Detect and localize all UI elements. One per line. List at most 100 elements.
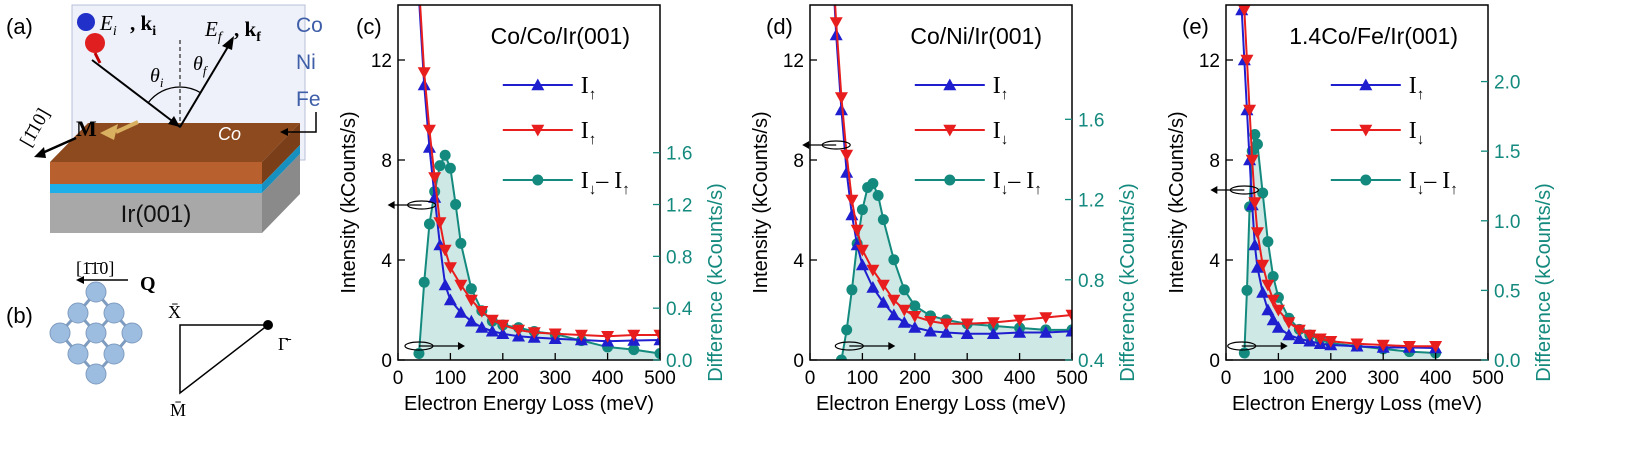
q-arrowhead [76,276,84,284]
x-axis-label: Electron Energy Loss (meV) [1232,393,1482,415]
fe-pointer-arrowhead [280,128,288,136]
data-point [1350,338,1364,351]
film-side-face [262,123,300,184]
x-tick-label: 400 [592,368,624,389]
legend-label: I↓– I↑ [1409,168,1458,198]
data-point [866,264,880,277]
data-point [464,294,478,307]
data-point [1245,154,1259,167]
data-point [1262,236,1274,248]
scattering-plane [71,4,306,161]
x-tick-label: 400 [1004,368,1036,389]
x-tick-label: 200 [487,368,519,389]
substrate-label: Ir(001) [121,201,192,228]
data-point [455,237,467,249]
data-point [450,199,462,211]
data-point [1271,321,1285,333]
incident-beam [91,59,181,128]
series-line [1243,5,1436,348]
data-point [1261,279,1275,292]
legend-label: I↓– I↑ [581,168,630,198]
x-tick-label: 300 [539,368,571,389]
magnetization-arrowhead [100,124,118,140]
direction-label-a: [1̄10] [16,105,54,151]
y2-tick-label: 0.0 [1494,351,1520,372]
plot-frame [397,4,661,361]
y-tick-label: 4 [381,251,392,272]
right-axis-indicator-arrowhead [1280,342,1288,350]
y2-tick-label: 1.2 [666,196,692,217]
series-i-down [1237,5,1443,353]
y-tick-label: 12 [783,51,804,72]
data-point [653,329,660,342]
left-axis-indicator-arrowhead [802,141,810,149]
data-point [829,17,843,29]
data-point [986,327,1000,339]
data-point [475,306,489,318]
right-axis-indicator-arrowhead [888,342,896,350]
data-point [1267,270,1279,282]
panel-label: (c) [356,14,382,39]
data-point [1324,336,1338,348]
co-film-layer [50,162,262,184]
theta-i-label: θi [150,65,164,90]
data-point [898,284,910,296]
y-tick-label: 8 [1209,151,1220,172]
data-point [653,333,660,346]
spin-down-tail [93,52,102,64]
data-point [464,314,478,327]
q-label: Q [140,273,156,295]
data-point [465,283,477,295]
data-point [939,326,953,338]
legend-label: I↓ [1409,118,1425,148]
data-point [1266,294,1280,307]
data-point [1303,329,1317,342]
data-point [834,103,848,116]
x-tick-label: 400 [1420,368,1452,389]
data-point [417,78,431,91]
y2-axis-label: Difference (kCounts/s) [1533,183,1555,382]
legend-label: I↑ [581,118,597,148]
bz-m-label: M̄ [170,400,186,420]
direction-arrow [39,136,77,156]
ki-label: , ki [130,11,156,39]
x-tick-label: 100 [847,368,879,389]
data-point [909,300,921,312]
data-point [1360,174,1372,186]
data-point [1266,313,1280,326]
surface-label: Co [218,124,241,144]
y2-tick-label: 1.0 [1494,212,1520,233]
data-point [423,218,435,230]
x-axis-label: Electron Energy Loss (meV) [816,393,1066,415]
data-point [944,174,956,186]
data-point [485,324,499,337]
atom-lattice [49,281,143,385]
data-point [574,329,588,342]
data-point [1243,104,1257,117]
series-i-up [829,5,1072,339]
y-tick-label: 0 [1209,351,1220,372]
data-point [850,224,864,237]
chart-title: 1.4Co/Fe/Ir(001) [1289,23,1458,49]
magnetization-label: M [76,116,97,141]
plot-area [829,5,1072,360]
substrate-side [262,154,300,233]
series-difference [1238,128,1442,360]
data-point [454,279,468,292]
data-point [1376,339,1390,352]
panel-b-lattice: (b) [1̄1̄0] Q X̄ M̄ Γ̄ [6,258,291,420]
chart-title: Co/Co/Ir(001) [491,23,630,49]
chart-d: 0 100 200 300 400 500 0 4 8 12 0.4 0.8 1.2 1.6 Electro… [750,4,1139,415]
gamma-point [263,320,273,330]
y-axis-label: Intensity (kCounts/s) [1166,111,1188,293]
data-point [876,296,890,308]
direction-arrowhead [34,147,46,158]
data-point [496,327,510,339]
x-tick-label: 0 [1221,368,1232,389]
y-axis-label: Intensity (kCounts/s) [338,111,360,293]
data-point [846,284,858,296]
atom [121,322,143,344]
series-i-down [417,5,660,343]
atom [67,343,89,365]
theta-i-arc [147,86,181,104]
